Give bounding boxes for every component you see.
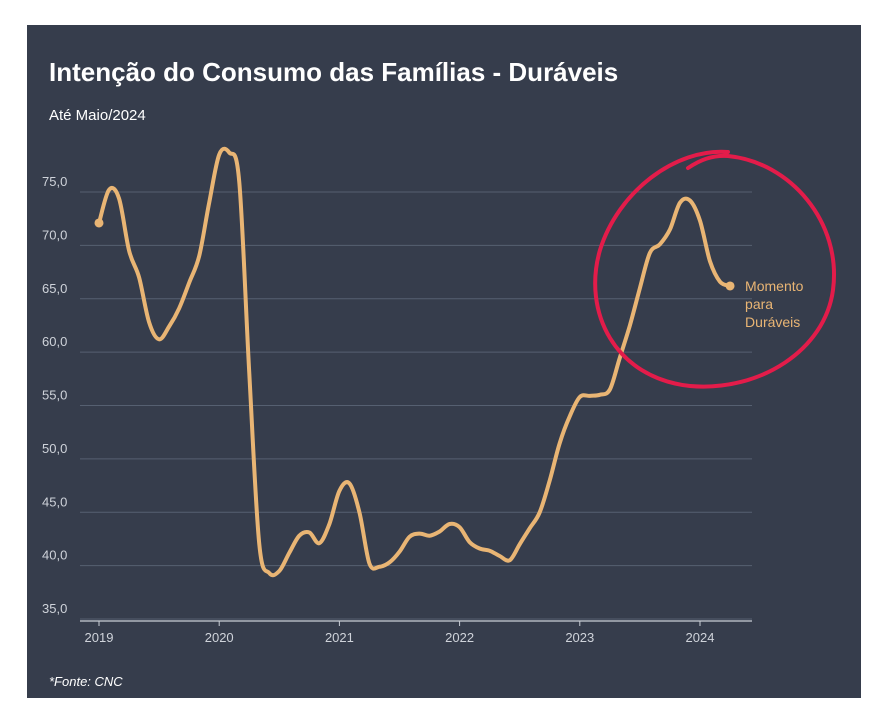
y-tick-label: 50,0 (42, 441, 67, 456)
y-tick-label: 45,0 (42, 494, 67, 509)
annotation-text: para (745, 296, 773, 312)
annotation-text: Duráveis (745, 314, 800, 330)
annotation-layer: Momento para Duráveis (593, 149, 837, 389)
source-note: *Fonte: CNC (49, 674, 123, 689)
x-tick-label: 2019 (85, 630, 114, 645)
series-layer (94, 146, 735, 578)
y-tick-label: 60,0 (42, 334, 67, 349)
y-tick-label: 75,0 (42, 174, 67, 189)
x-tick-label: 2023 (565, 630, 594, 645)
chart-panel: Intenção do Consumo das Famílias - Duráv… (27, 25, 861, 698)
series-line (97, 146, 732, 578)
chart-subtitle: Até Maio/2024 (49, 107, 146, 124)
chart-title: Intenção do Consumo das Famílias - Duráv… (49, 57, 619, 87)
endpoint-marker (725, 281, 735, 291)
grid-lines (80, 191, 752, 620)
y-tick-label: 55,0 (42, 388, 67, 403)
y-tick-label: 70,0 (42, 227, 67, 242)
x-tick-label: 2022 (445, 630, 474, 645)
y-tick-label: 40,0 (42, 548, 67, 563)
x-tick-label: 2024 (686, 630, 715, 645)
highlight-circle (593, 149, 837, 389)
y-tick-label: 65,0 (42, 281, 67, 296)
axes: 35,0 40,0 45,0 50,0 55,0 60,0 65,0 70,0 75,0 2019… (42, 174, 752, 645)
x-tick-label: 2021 (325, 630, 354, 645)
y-tick-label: 35,0 (42, 601, 67, 616)
endpoint-marker (94, 218, 104, 228)
annotation-text: Momento (745, 278, 804, 294)
x-tick-label: 2020 (205, 630, 234, 645)
